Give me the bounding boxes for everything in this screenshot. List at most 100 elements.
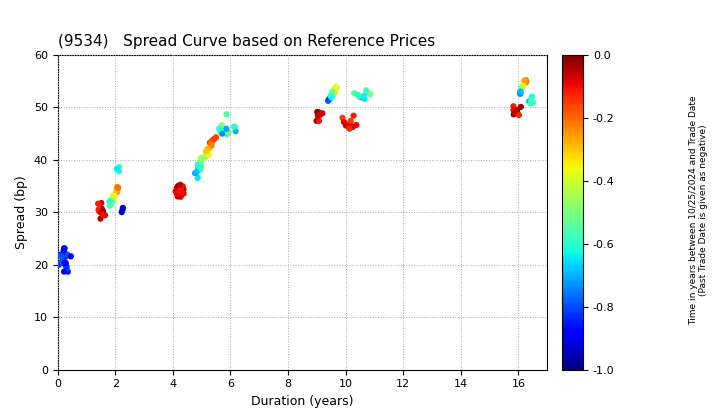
Point	[195, 156, 207, 163]
Point	[174, 181, 186, 188]
Point	[56, 259, 68, 265]
Point	[508, 107, 519, 113]
Point	[94, 208, 105, 215]
Point	[61, 251, 73, 258]
Point	[117, 205, 129, 211]
Point	[58, 245, 70, 252]
Point	[519, 77, 531, 84]
Point	[345, 117, 356, 124]
Point	[324, 95, 336, 102]
Point	[314, 112, 325, 118]
Point	[189, 170, 201, 176]
Point	[60, 252, 72, 259]
Text: Time in years between 10/25/2024 and Trade Date
(Past Trade Date is given as neg: Time in years between 10/25/2024 and Tra…	[689, 95, 708, 325]
Point	[516, 84, 527, 90]
Point	[112, 184, 124, 191]
Point	[55, 252, 67, 259]
Point	[175, 186, 186, 193]
Point	[515, 89, 526, 96]
Point	[523, 98, 535, 105]
Point	[95, 215, 107, 222]
Point	[516, 84, 528, 91]
Point	[520, 77, 531, 84]
Point	[57, 258, 68, 265]
Point	[521, 79, 532, 86]
Point	[312, 113, 324, 119]
Point	[347, 123, 359, 130]
Point	[526, 93, 538, 100]
Point	[518, 79, 530, 85]
Point	[62, 268, 73, 275]
Point	[58, 259, 69, 265]
Point	[508, 103, 519, 110]
Point	[518, 79, 529, 85]
Point	[93, 206, 104, 213]
Point	[171, 191, 183, 197]
Point	[97, 208, 109, 215]
Point	[107, 194, 119, 200]
Point	[177, 183, 189, 190]
Point	[351, 91, 363, 98]
Point	[355, 94, 366, 100]
Point	[200, 148, 212, 155]
Point	[220, 126, 232, 132]
Point	[99, 212, 111, 218]
Point	[194, 163, 206, 169]
Point	[105, 198, 117, 205]
Point	[97, 209, 109, 215]
Point	[513, 112, 525, 118]
Point	[511, 109, 523, 116]
Point	[109, 193, 121, 199]
Point	[195, 163, 207, 170]
Point	[59, 245, 71, 252]
Point	[57, 252, 68, 258]
Point	[196, 156, 207, 163]
Point	[109, 192, 120, 199]
Point	[96, 205, 107, 212]
Point	[314, 112, 325, 118]
Point	[361, 89, 373, 96]
Point	[107, 198, 118, 205]
Point	[104, 202, 116, 209]
Point	[206, 137, 217, 144]
Point	[198, 154, 210, 161]
Point	[105, 199, 117, 206]
Point	[58, 255, 70, 261]
Point	[192, 163, 204, 170]
Point	[201, 148, 212, 155]
Point	[206, 141, 217, 147]
Point	[116, 209, 127, 215]
Point	[59, 245, 71, 252]
Point	[330, 84, 341, 91]
Point	[58, 268, 70, 275]
Point	[210, 134, 222, 141]
Point	[313, 118, 325, 124]
Point	[58, 247, 69, 254]
Point	[326, 94, 338, 101]
Point	[97, 208, 109, 215]
Point	[341, 123, 353, 129]
Point	[111, 184, 122, 191]
Point	[203, 151, 215, 158]
Point	[191, 169, 202, 176]
Point	[57, 253, 68, 260]
Point	[337, 114, 348, 121]
Point	[216, 122, 228, 129]
Point	[343, 125, 355, 132]
Point	[96, 200, 107, 206]
Point	[218, 125, 230, 132]
Point	[345, 119, 356, 126]
Point	[56, 258, 68, 265]
Point	[204, 139, 215, 146]
Point	[518, 79, 529, 86]
Point	[518, 78, 529, 85]
Point	[361, 87, 372, 94]
Point	[364, 91, 376, 97]
Point	[348, 90, 360, 97]
Point	[515, 90, 526, 97]
Point	[196, 155, 207, 161]
Point	[65, 253, 76, 260]
Point	[53, 262, 65, 268]
Point	[515, 88, 526, 95]
Point	[230, 124, 241, 131]
